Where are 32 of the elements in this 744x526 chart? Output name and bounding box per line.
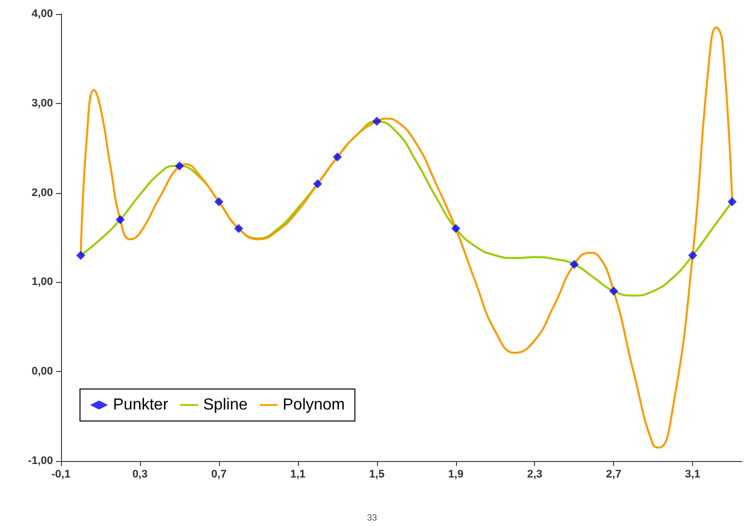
x-tick-label: 0,7 [211,468,227,480]
point [76,250,86,260]
x-tick-label: 2,7 [606,468,622,480]
point [174,161,184,170]
point [609,286,618,296]
x-tick-label: 1,9 [448,468,464,480]
point [451,224,460,234]
point [214,197,224,206]
x-tick-label: -0,1 [52,468,70,480]
y-tick-label: 0,00 [32,366,53,378]
x-tick-label: 0,3 [132,468,148,480]
text: 33 [366,512,378,522]
point [234,224,244,234]
point [688,250,698,260]
y-tick-label: -1,00 [28,455,53,467]
x-tick-label: 1,1 [290,468,306,480]
legend-label: Spline [203,396,248,414]
x-tick-label: 2,3 [527,468,542,480]
point [372,116,382,126]
y-tick-label: 2,00 [32,186,53,199]
point [332,152,342,162]
x-tick-label: 3,1 [685,468,700,480]
legend-label: Polynom [282,396,345,414]
point [728,197,737,206]
legend-label: Punkter [113,396,169,414]
y-tick-label: 4,00 [32,8,53,20]
point [313,179,322,188]
y-tick-label: 1,00 [32,276,53,288]
y-tick-label: 3,00 [32,97,53,110]
point [116,215,125,224]
x-tick-label: 1,5 [369,468,384,480]
point [570,260,579,269]
